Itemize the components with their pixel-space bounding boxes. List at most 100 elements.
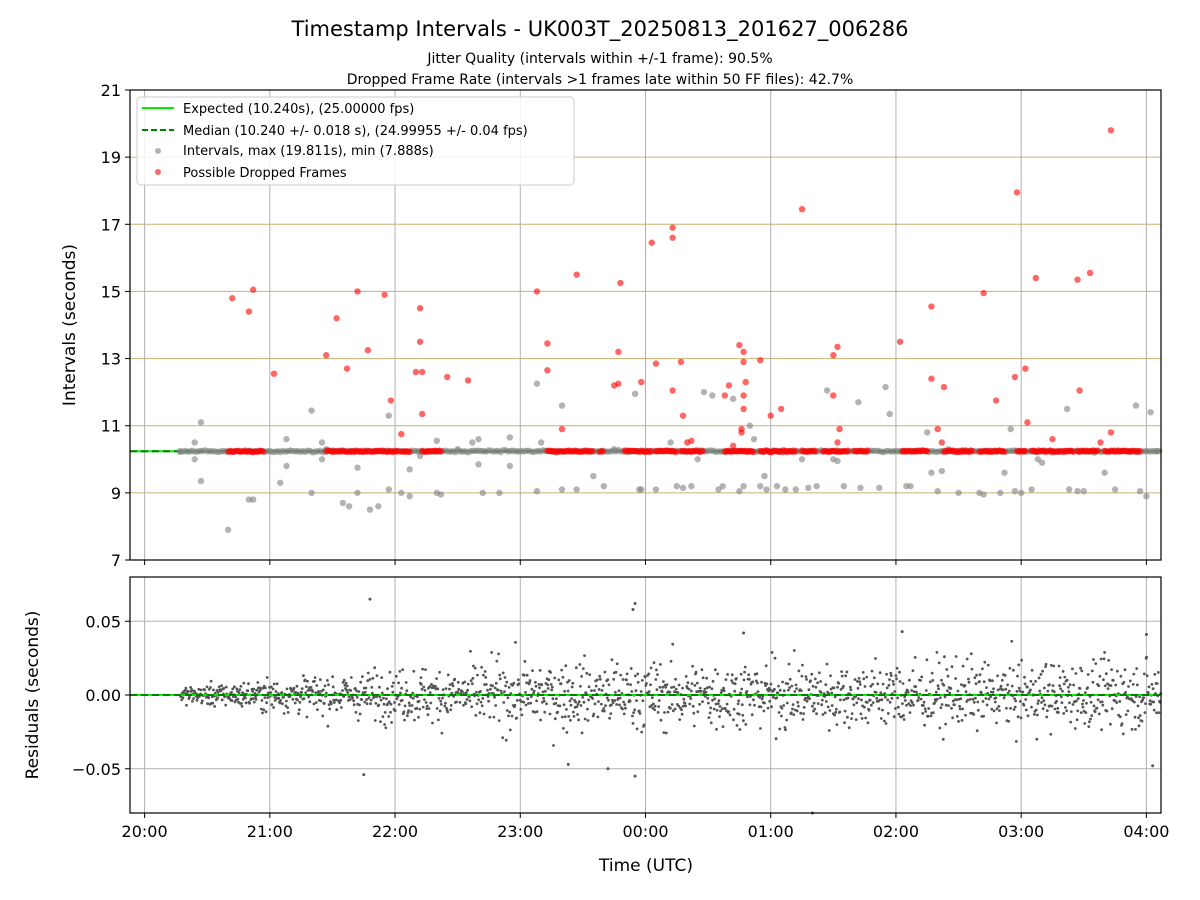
- residual-point: [420, 687, 424, 691]
- dropped-point: [934, 425, 941, 433]
- interval-point: [1153, 448, 1161, 455]
- residual-point: [596, 715, 600, 719]
- residual-point: [861, 671, 865, 674]
- residual-point: [938, 726, 942, 730]
- residual-point: [266, 696, 270, 699]
- residual-point: [894, 707, 897, 710]
- residual-point: [505, 680, 509, 684]
- residual-point: [874, 691, 878, 694]
- residual-point: [211, 701, 215, 705]
- residual-point: [533, 710, 537, 714]
- residual-point: [397, 703, 401, 706]
- top-plot-y-ticks: 7 9 11 13 15 17 19 21: [101, 81, 130, 570]
- residual-point: [990, 707, 994, 711]
- residual-point: [896, 705, 900, 709]
- residual-point: [331, 685, 335, 689]
- residual-point: [577, 718, 580, 722]
- residual-point: [677, 683, 681, 687]
- residual-point: [304, 685, 308, 688]
- residual-point: [898, 680, 902, 683]
- residual-point: [655, 668, 658, 672]
- dropped-point: [669, 224, 676, 231]
- residual-point: [787, 662, 791, 666]
- residual-point: [1152, 708, 1156, 712]
- residual-point: [809, 679, 812, 683]
- residual-point: [825, 700, 828, 703]
- residual-point: [472, 664, 475, 668]
- residual-point: [532, 691, 535, 695]
- residual-point: [1024, 708, 1028, 712]
- dropped-point: [830, 352, 837, 359]
- residual-point: [374, 701, 378, 705]
- residual-point: [576, 702, 580, 706]
- residual-point: [458, 701, 462, 704]
- residual-point: [924, 689, 928, 692]
- residual-point: [1006, 691, 1010, 695]
- residual-point: [858, 683, 862, 686]
- residual-point: [382, 702, 386, 706]
- interval-point: [475, 435, 482, 443]
- interval-point: [673, 482, 681, 490]
- residual-point: [860, 717, 864, 720]
- residual-point: [1059, 687, 1063, 691]
- residual-point: [1036, 713, 1039, 717]
- residual-point: [898, 670, 901, 674]
- residual-point: [1048, 683, 1051, 686]
- residual-point: [437, 718, 440, 722]
- residual-point: [260, 699, 264, 702]
- residual-point: [706, 697, 710, 700]
- residual-point: [930, 671, 934, 675]
- residual-point: [370, 686, 374, 689]
- residual-point: [371, 676, 375, 680]
- residual-point: [552, 744, 555, 747]
- residual-point: [1131, 683, 1135, 686]
- residual-point: [870, 669, 874, 673]
- residual-point: [712, 707, 716, 711]
- residual-point: [789, 711, 793, 715]
- residual-point: [669, 706, 672, 710]
- residual-point: [488, 715, 492, 719]
- residual-point: [554, 701, 558, 705]
- residual-point: [954, 655, 958, 658]
- residual-point: [858, 680, 862, 684]
- dropped-point: [1107, 429, 1115, 436]
- residual-point: [270, 703, 274, 707]
- residual-point: [604, 704, 607, 708]
- residual-point: [656, 711, 660, 714]
- residual-point: [998, 709, 1001, 712]
- residual-point: [750, 713, 754, 717]
- residual-point: [737, 712, 741, 716]
- residual-point: [441, 688, 445, 691]
- residual-point: [291, 697, 295, 701]
- residual-point: [1018, 689, 1022, 693]
- residual-point: [807, 688, 811, 692]
- residual-point: [527, 702, 530, 705]
- residual-point: [975, 729, 979, 733]
- residual-point: [816, 702, 820, 705]
- residual-point: [563, 689, 566, 693]
- residual-point: [1060, 701, 1064, 705]
- residual-point: [961, 707, 964, 711]
- residual-point: [1017, 686, 1021, 690]
- residual-point: [556, 710, 559, 714]
- residual-point: [1044, 662, 1048, 666]
- residual-point: [832, 686, 836, 690]
- residual-point: [439, 703, 443, 706]
- residual-point: [1110, 707, 1114, 711]
- residual-point: [1007, 719, 1011, 723]
- residual-point: [958, 707, 962, 711]
- interval-point: [398, 489, 405, 497]
- residual-point: [465, 698, 469, 701]
- residual-point: [811, 704, 814, 708]
- dropped-point: [322, 352, 330, 359]
- residual-point: [856, 686, 860, 690]
- residual-point: [929, 680, 932, 684]
- dropped-point: [1097, 439, 1104, 446]
- residual-point: [220, 684, 224, 688]
- residual-point: [455, 700, 458, 704]
- residual-point: [981, 700, 985, 703]
- residual-point: [778, 688, 782, 692]
- residual-point: [959, 697, 963, 701]
- residual-point: [1021, 690, 1025, 694]
- residual-point: [306, 689, 310, 692]
